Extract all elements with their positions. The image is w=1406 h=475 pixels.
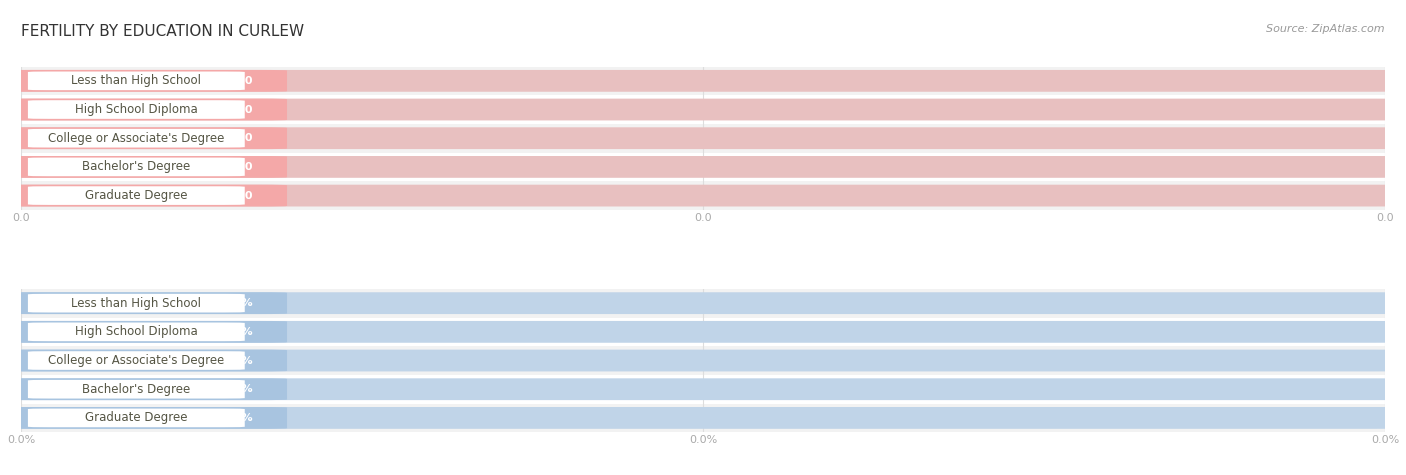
Text: 0.0%: 0.0% [222,355,253,366]
FancyBboxPatch shape [4,350,1402,371]
Bar [21,289,1385,317]
Bar [21,95,1385,124]
Text: 0.0: 0.0 [233,133,253,143]
Bar [21,317,1385,346]
Bar [21,152,1385,181]
Text: Graduate Degree: Graduate Degree [86,189,187,202]
FancyBboxPatch shape [28,408,245,427]
FancyBboxPatch shape [4,70,1402,92]
FancyBboxPatch shape [28,186,245,205]
FancyBboxPatch shape [4,321,1402,343]
Text: 0.0: 0.0 [233,76,253,86]
FancyBboxPatch shape [4,321,287,343]
FancyBboxPatch shape [4,292,1402,314]
FancyBboxPatch shape [4,156,1402,178]
Text: High School Diploma: High School Diploma [75,325,198,338]
Bar [21,124,1385,152]
Text: Less than High School: Less than High School [72,75,201,87]
FancyBboxPatch shape [4,127,1402,149]
Text: Bachelor's Degree: Bachelor's Degree [82,161,190,173]
FancyBboxPatch shape [28,323,245,341]
Text: Source: ZipAtlas.com: Source: ZipAtlas.com [1267,24,1385,34]
Text: Bachelor's Degree: Bachelor's Degree [82,383,190,396]
FancyBboxPatch shape [4,99,287,121]
FancyBboxPatch shape [28,351,245,370]
FancyBboxPatch shape [4,185,1402,207]
FancyBboxPatch shape [4,185,287,207]
FancyBboxPatch shape [4,378,287,400]
Text: Graduate Degree: Graduate Degree [86,411,187,424]
Text: 0.0%: 0.0% [222,298,253,308]
FancyBboxPatch shape [4,407,1402,429]
FancyBboxPatch shape [4,156,287,178]
FancyBboxPatch shape [4,350,287,371]
Text: Less than High School: Less than High School [72,297,201,310]
Text: 0.0: 0.0 [233,104,253,114]
FancyBboxPatch shape [28,129,245,148]
FancyBboxPatch shape [28,100,245,119]
Text: 0.0: 0.0 [233,190,253,200]
FancyBboxPatch shape [4,407,287,429]
Bar [21,66,1385,95]
FancyBboxPatch shape [28,294,245,313]
FancyBboxPatch shape [28,380,245,399]
Text: High School Diploma: High School Diploma [75,103,198,116]
Text: 0.0%: 0.0% [222,384,253,394]
Text: 0.0: 0.0 [233,162,253,172]
FancyBboxPatch shape [4,70,287,92]
FancyBboxPatch shape [4,99,1402,121]
FancyBboxPatch shape [4,378,1402,400]
FancyBboxPatch shape [28,72,245,90]
Text: College or Associate's Degree: College or Associate's Degree [48,354,225,367]
Text: 0.0%: 0.0% [222,413,253,423]
FancyBboxPatch shape [4,292,287,314]
FancyBboxPatch shape [4,127,287,149]
FancyBboxPatch shape [28,158,245,176]
Bar [21,404,1385,432]
Bar [21,346,1385,375]
Text: 0.0%: 0.0% [222,327,253,337]
Text: FERTILITY BY EDUCATION IN CURLEW: FERTILITY BY EDUCATION IN CURLEW [21,24,304,39]
Text: College or Associate's Degree: College or Associate's Degree [48,132,225,145]
Bar [21,375,1385,404]
Bar [21,181,1385,210]
